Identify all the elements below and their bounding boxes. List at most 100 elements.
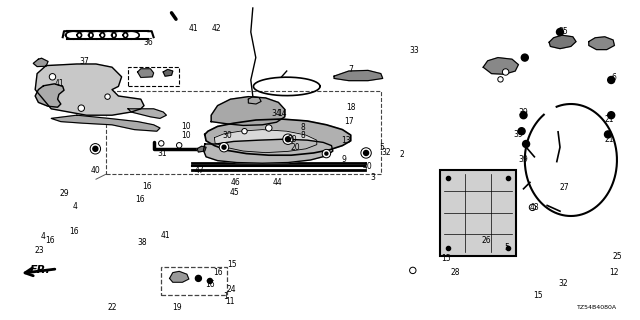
Text: 8: 8 [301, 124, 306, 132]
Text: 15: 15 [441, 254, 451, 263]
Circle shape [529, 204, 536, 210]
Text: 47: 47 [195, 166, 205, 175]
Text: 11: 11 [226, 297, 235, 306]
Text: 32: 32 [558, 279, 568, 288]
Text: 10: 10 [180, 131, 191, 140]
Text: 26: 26 [481, 236, 492, 245]
Text: 5: 5 [379, 143, 384, 152]
Circle shape [220, 143, 228, 152]
Polygon shape [214, 130, 317, 153]
Circle shape [221, 144, 227, 151]
Circle shape [178, 144, 180, 147]
Circle shape [522, 54, 528, 61]
Bar [128, 67, 179, 86]
Circle shape [92, 145, 99, 153]
Circle shape [284, 135, 292, 143]
Text: 45: 45 [229, 188, 239, 197]
Circle shape [90, 144, 100, 154]
Circle shape [502, 69, 509, 75]
Text: 21: 21 [605, 135, 614, 144]
Circle shape [498, 77, 503, 82]
Circle shape [520, 112, 527, 119]
Circle shape [79, 106, 83, 110]
Circle shape [266, 125, 272, 131]
Text: 32: 32 [381, 148, 392, 157]
Text: 16: 16 [45, 236, 55, 245]
Circle shape [608, 76, 614, 84]
Text: 39: 39 [513, 130, 524, 139]
Text: 25: 25 [612, 252, 623, 261]
Circle shape [283, 134, 293, 144]
Text: 41: 41 [54, 79, 65, 88]
Circle shape [499, 78, 502, 81]
Polygon shape [128, 109, 166, 118]
Circle shape [325, 152, 328, 155]
Text: 12: 12 [610, 268, 619, 277]
Text: 3: 3 [371, 173, 376, 182]
Polygon shape [163, 69, 173, 76]
Text: 19: 19 [172, 303, 182, 312]
Polygon shape [170, 271, 189, 282]
Text: 15: 15 [227, 260, 237, 269]
Text: 8: 8 [301, 131, 306, 140]
Polygon shape [549, 35, 576, 49]
Circle shape [523, 140, 529, 148]
Bar [161, 267, 227, 295]
Text: 37: 37 [79, 57, 90, 66]
Text: 42: 42 [211, 24, 221, 33]
Polygon shape [138, 69, 154, 77]
Text: 27: 27 [559, 183, 570, 192]
Circle shape [323, 151, 330, 156]
Text: 29: 29 [59, 189, 69, 198]
Text: 18: 18 [346, 103, 355, 112]
Circle shape [531, 205, 534, 209]
Text: 13: 13 [340, 136, 351, 145]
Circle shape [51, 75, 54, 79]
Polygon shape [248, 97, 261, 104]
Text: 40: 40 [362, 162, 372, 171]
Text: 16: 16 [212, 268, 223, 277]
Circle shape [78, 105, 84, 111]
Polygon shape [35, 64, 144, 115]
Text: 20: 20 [291, 143, 301, 152]
Circle shape [323, 149, 330, 157]
Text: 16: 16 [142, 182, 152, 191]
Text: 39: 39 [518, 155, 529, 164]
Text: 36: 36 [143, 38, 154, 47]
Bar [106, 91, 381, 174]
Circle shape [608, 112, 614, 119]
Text: 30: 30 [222, 131, 232, 140]
Text: 16: 16 [205, 280, 215, 289]
Circle shape [195, 276, 202, 281]
Polygon shape [211, 97, 285, 125]
Text: 40: 40 [90, 166, 100, 175]
Circle shape [361, 148, 371, 158]
Text: 43: 43 [529, 203, 540, 212]
Text: 39: 39 [518, 108, 529, 117]
Text: 10: 10 [180, 122, 191, 131]
Text: 34: 34 [271, 109, 282, 118]
Text: 4: 4 [73, 202, 78, 211]
Circle shape [267, 126, 271, 130]
Polygon shape [334, 70, 383, 81]
Text: 7: 7 [348, 65, 353, 74]
Circle shape [411, 268, 415, 272]
Text: 35: 35 [558, 27, 568, 36]
Circle shape [243, 130, 246, 133]
Text: 41: 41 [160, 231, 170, 240]
Circle shape [159, 141, 164, 146]
Text: 2: 2 [399, 150, 404, 159]
Text: 46: 46 [230, 178, 241, 187]
Polygon shape [35, 84, 64, 107]
Text: 23: 23 [35, 246, 45, 255]
Circle shape [410, 268, 416, 273]
Circle shape [557, 28, 563, 36]
Text: 24: 24 [227, 285, 237, 294]
Text: 44: 44 [273, 178, 283, 187]
Text: 5: 5 [504, 243, 509, 252]
Text: 21: 21 [605, 116, 614, 124]
Polygon shape [51, 115, 160, 131]
Circle shape [504, 70, 508, 74]
Circle shape [160, 142, 163, 145]
Circle shape [362, 149, 370, 157]
